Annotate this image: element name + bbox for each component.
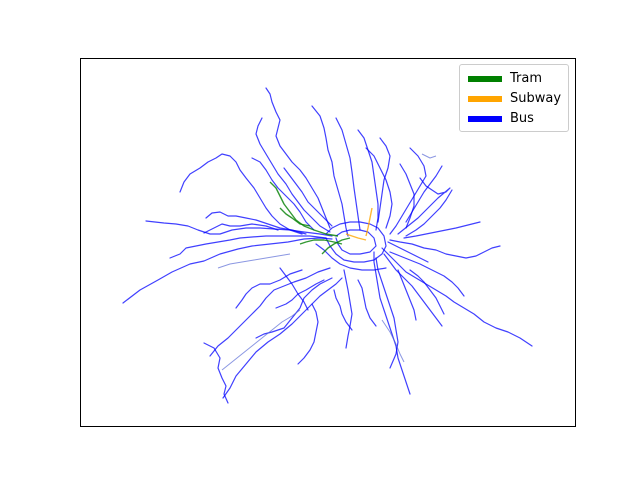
bus-route <box>421 153 437 159</box>
bus-routes <box>122 87 533 404</box>
bus-route <box>279 267 309 311</box>
bus-route <box>255 117 331 233</box>
bus-route <box>383 253 443 327</box>
bus-route <box>283 167 333 227</box>
tram-route <box>269 181 339 237</box>
tram-route <box>279 207 311 227</box>
bus-route <box>373 251 411 395</box>
bus-route <box>203 342 229 404</box>
bus-route <box>335 229 377 255</box>
tram-routes <box>269 181 351 255</box>
legend-swatch-tram <box>468 76 502 82</box>
legend-item-bus: Bus <box>468 111 534 127</box>
bus-route <box>325 221 387 263</box>
bus-route <box>397 177 451 235</box>
bus-route <box>397 269 417 321</box>
bus-route <box>217 253 291 269</box>
bus-route <box>275 279 325 309</box>
bus-route <box>122 237 333 304</box>
subway-route <box>345 233 367 241</box>
bus-route <box>375 257 399 369</box>
legend-item-subway: Subway <box>468 91 561 107</box>
legend: Tram Subway Bus <box>459 64 569 132</box>
bus-route <box>387 241 429 263</box>
bus-routes-light <box>217 153 437 371</box>
bus-route <box>335 117 361 231</box>
tram-route <box>299 239 343 245</box>
bus-route <box>297 303 319 365</box>
transit-network-map <box>122 87 533 404</box>
bus-route <box>179 153 303 235</box>
bus-route <box>205 211 307 235</box>
tram-route <box>321 237 351 255</box>
bus-route <box>311 105 349 237</box>
bus-route <box>365 147 393 229</box>
subway-routes <box>345 207 373 241</box>
legend-label: Bus <box>510 111 534 126</box>
bus-route <box>381 319 405 363</box>
bus-route <box>343 269 353 349</box>
legend-swatch-bus <box>468 116 502 122</box>
bus-route <box>357 279 377 327</box>
bus-route <box>145 220 333 237</box>
bus-route <box>265 87 331 229</box>
bus-route <box>405 189 453 237</box>
bus-route <box>389 239 501 259</box>
legend-label: Subway <box>510 91 562 106</box>
bus-route <box>315 243 387 271</box>
bus-route <box>209 267 331 357</box>
bus-route <box>403 221 481 239</box>
legend-item-tram: Tram <box>468 71 542 87</box>
bus-route <box>357 129 379 231</box>
bus-route <box>169 235 327 259</box>
bus-route <box>203 223 279 234</box>
bus-route <box>399 163 415 229</box>
bus-route <box>235 269 303 309</box>
subway-route <box>365 207 373 237</box>
bus-route <box>222 277 343 399</box>
bus-route <box>377 137 391 223</box>
bus-route <box>333 289 353 331</box>
bus-route <box>381 247 533 347</box>
bus-route <box>389 251 465 297</box>
bus-route <box>389 147 427 235</box>
bus-route <box>409 269 445 315</box>
bus-route <box>251 157 315 231</box>
legend-swatch-subway <box>468 96 502 102</box>
legend-label: Tram <box>510 71 543 86</box>
bus-route <box>221 309 301 371</box>
